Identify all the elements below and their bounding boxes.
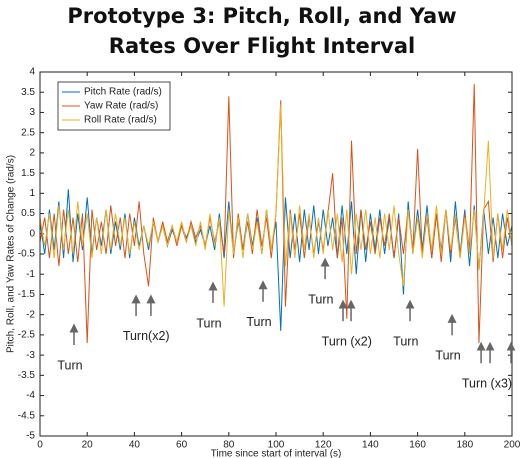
y-tick-label: 0 [29,228,35,239]
y-tick-label: 3.5 [21,87,35,98]
x-tick-label: 160 [409,440,426,451]
y-tick-label: -0.5 [18,249,36,260]
y-tick-label: -4.5 [18,410,36,421]
chart-title: Prototype 3: Pitch, Roll, and Yaw [67,4,456,28]
y-tick-label: 4 [29,67,35,78]
y-tick-label: -4 [26,390,35,401]
annotation: Turn [246,315,271,329]
plot-area [40,72,512,436]
x-tick-label: 200 [504,440,521,451]
y-axis-label: Pitch, Roll, and Yaw Rates of Change (ra… [6,155,17,353]
x-tick-label: 40 [129,440,141,451]
annotation: Turn (x3) [462,377,512,391]
x-tick-label: 20 [82,440,94,451]
y-tick-label: 1 [29,188,35,199]
annotation: Turn [435,349,460,363]
annotation: Turn [57,358,82,372]
x-tick-label: 180 [456,440,473,451]
annotation: Turn(x2) [123,329,170,343]
y-tick-label: 3 [29,107,35,118]
x-tick-label: 0 [37,440,43,451]
chart-title: Rates Over Flight Interval [109,34,415,58]
legend-label: Pitch Rate (rad/s) [84,87,162,98]
x-tick-label: 140 [362,440,379,451]
y-tick-label: -5 [26,431,35,442]
y-tick-label: 2 [29,148,35,159]
x-axis-label: Time since start of interval (s) [211,449,342,458]
y-tick-label: -2 [26,309,35,320]
y-tick-label: 1.5 [21,168,35,179]
annotation: Turn (x2) [322,334,372,348]
x-tick-label: 120 [315,440,332,451]
x-tick-label: 80 [223,440,235,451]
annotation: Turn [393,334,418,348]
annotation: Turn [308,292,333,306]
annotation: Turn [196,316,221,330]
y-tick-label: -3 [26,350,35,361]
x-tick-label: 60 [176,440,188,451]
y-tick-label: -1.5 [18,289,36,300]
x-tick-label: 100 [268,440,285,451]
y-tick-label: 2.5 [21,127,35,138]
legend-label: Yaw Rate (rad/s) [84,101,158,112]
legend-label: Roll Rate (rad/s) [84,115,157,126]
y-tick-label: -1 [26,269,35,280]
y-tick-label: -2.5 [18,330,36,341]
y-tick-label: -3.5 [18,370,36,381]
y-tick-label: 0.5 [21,208,35,219]
plot-frame [39,71,513,437]
series-line [40,104,512,307]
